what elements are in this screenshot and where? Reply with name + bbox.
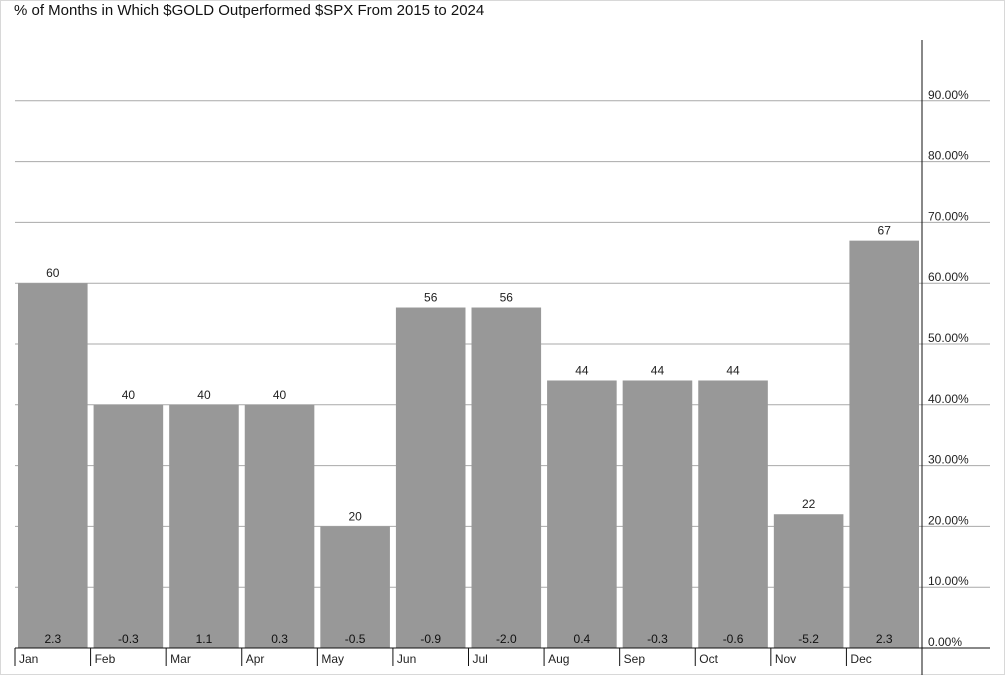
bar-bottom-label: 0.4 (574, 632, 591, 646)
bar-bottom-label: -0.3 (647, 632, 668, 646)
bar-bottom-label: 2.3 (44, 632, 61, 646)
x-tick-label: Mar (170, 652, 191, 666)
bar-bottom-label: 2.3 (876, 632, 893, 646)
x-tick-label: Oct (699, 652, 718, 666)
bar-bottom-label: -0.5 (345, 632, 366, 646)
bar-bottom-label: 0.3 (271, 632, 288, 646)
bar-value-label: 40 (273, 388, 287, 402)
bar-bottom-label: -0.3 (118, 632, 139, 646)
bar-bottom-label: -5.2 (798, 632, 819, 646)
bar-value-label: 44 (726, 363, 740, 377)
bar-value-label: 44 (651, 363, 665, 377)
y-tick-label: 70.00% (928, 209, 969, 223)
bar (244, 404, 315, 648)
x-tick-label: Dec (850, 652, 871, 666)
bar (622, 380, 693, 648)
x-tick-label: Jan (19, 652, 38, 666)
bar (395, 307, 466, 648)
x-tick-label: Nov (775, 652, 796, 666)
chart-title: % of Months in Which $GOLD Outperformed … (14, 2, 485, 19)
bar-value-label: 67 (878, 224, 892, 238)
x-tick-label: Aug (548, 652, 569, 666)
bar-bottom-label: -2.0 (496, 632, 517, 646)
x-tick-label: Sep (624, 652, 646, 666)
bar-value-label: 22 (802, 497, 816, 511)
bar-value-label: 44 (575, 363, 589, 377)
bar-value-label: 20 (348, 509, 362, 523)
bar (471, 307, 542, 648)
bar (320, 526, 390, 648)
x-tick-label: May (321, 652, 344, 666)
x-tick-label: Feb (95, 652, 116, 666)
y-tick-label: 80.00% (928, 149, 969, 163)
bar-bottom-label: 1.1 (196, 632, 213, 646)
bar-value-label: 40 (197, 388, 211, 402)
x-tick-label: Apr (246, 652, 265, 666)
bar-value-label: 40 (122, 388, 136, 402)
y-tick-label: 50.00% (928, 331, 969, 345)
bar (169, 404, 239, 648)
y-tick-label: 10.00% (928, 574, 969, 588)
bar (773, 514, 844, 648)
x-tick-label: Jul (473, 652, 488, 666)
x-tick-label: Jun (397, 652, 416, 666)
y-tick-label: 20.00% (928, 513, 969, 527)
bar (93, 404, 164, 648)
bar (547, 380, 617, 648)
bar-bottom-label: -0.9 (420, 632, 441, 646)
y-tick-label: 40.00% (928, 392, 969, 406)
bar-value-label: 56 (424, 291, 438, 305)
bar-value-label: 56 (500, 291, 514, 305)
y-tick-label: 60.00% (928, 270, 969, 284)
bar-bottom-label: -0.6 (723, 632, 744, 646)
bar (18, 283, 88, 648)
bar-value-label: 60 (46, 266, 60, 280)
bar (849, 240, 919, 648)
y-tick-label: 30.00% (928, 453, 969, 467)
y-tick-label: 90.00% (928, 88, 969, 102)
y-tick-label: 0.00% (928, 635, 962, 649)
bar (698, 380, 768, 648)
